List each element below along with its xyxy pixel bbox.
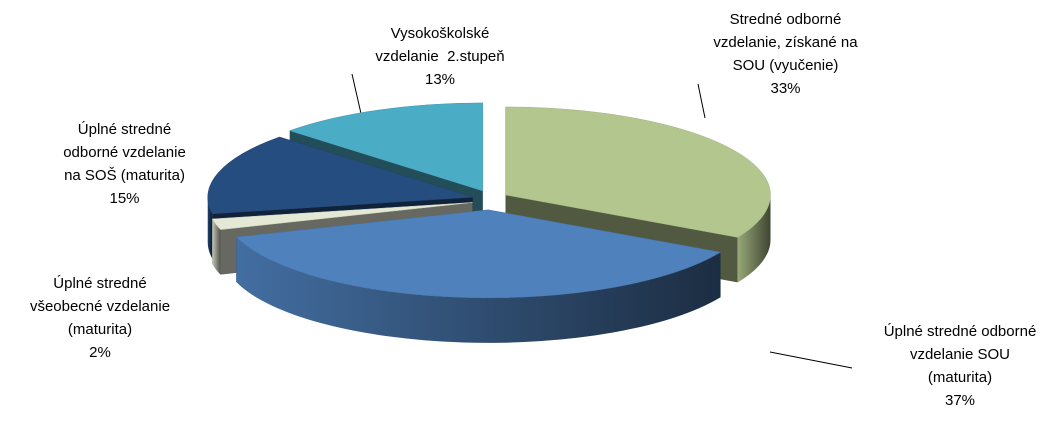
data-label: Vysokoškolské vzdelanie 2.stupeň 13% [365,22,515,91]
value-label: 2% [89,344,111,361]
category-label: Stredné odborné vzdelanie, získané na SO… [713,11,862,74]
category-label: Vysokoškolské vzdelanie 2.stupeň [375,25,505,65]
category-label: Úplné stredné všeobecné vzdelanie (matur… [29,275,175,338]
leader-line [769,351,853,369]
slice-top [288,102,484,192]
slice-side [207,197,213,259]
data-label: Stredné odborné vzdelanie, získané na SO… [698,8,873,100]
slice-top [207,136,473,214]
slice-top [235,209,722,299]
value-label: 15% [109,190,140,207]
pie [207,102,771,343]
leader-line [697,83,706,119]
data-label: Úplné stredné odborné vzdelanie SOU (mat… [880,320,1040,412]
slice-top [505,106,771,238]
data-label: Úplné stredné odborné vzdelanie na SOŠ (… [57,118,192,210]
leader-line [351,73,363,119]
value-label: 33% [770,80,801,97]
category-label: Úplné stredné odborné vzdelanie SOU (mat… [883,323,1041,386]
data-label: Úplné stredné všeobecné vzdelanie (matur… [25,272,175,364]
slice-side [236,237,721,343]
slice-side [212,218,221,275]
value-label: 13% [424,71,456,88]
category-label: Úplné stredné odborné vzdelanie na SOŠ (… [63,121,190,184]
slice-top [211,202,473,230]
slice [235,209,722,343]
value-label: 37% [944,392,976,409]
